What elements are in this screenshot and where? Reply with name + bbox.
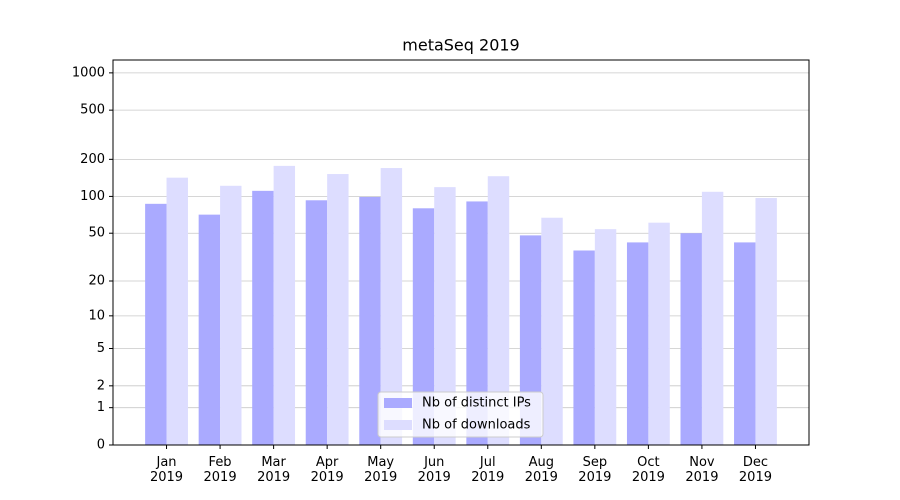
x-tick-label: Nov 2019	[685, 455, 718, 485]
x-tick-label: Jun 2019	[418, 455, 451, 485]
x-tick-label: Aug 2019	[525, 455, 558, 485]
bar	[359, 196, 381, 445]
plot-frame	[112, 59, 810, 446]
y-tick-label: 20	[88, 274, 105, 289]
bar	[648, 222, 670, 445]
legend-swatch	[384, 420, 412, 430]
bar	[166, 177, 188, 445]
x-tick-label: May 2019	[364, 455, 397, 485]
x-tick-label: Oct 2019	[632, 455, 665, 485]
y-tick-label: 1	[97, 400, 105, 415]
bar	[412, 208, 435, 445]
bar	[734, 242, 756, 445]
y-tick-label: 5	[97, 341, 105, 356]
x-tick-label: Sep 2019	[578, 455, 611, 485]
x-tick-label: Apr 2019	[311, 455, 344, 485]
bar	[594, 229, 617, 445]
legend-label: Nb of distinct IPs	[422, 396, 531, 411]
bar	[380, 168, 403, 446]
x-tick-label: Jan 2019	[150, 455, 183, 485]
y-tick-label: 100	[80, 189, 105, 204]
bar	[701, 191, 724, 445]
bar	[252, 190, 274, 445]
bar	[466, 201, 488, 445]
bar	[198, 214, 221, 445]
bar	[327, 174, 349, 445]
bar	[487, 176, 510, 446]
bar	[626, 242, 649, 445]
bar	[573, 250, 595, 445]
y-tick-label: 50	[88, 226, 105, 241]
bar	[541, 217, 563, 445]
y-tick-label: 500	[80, 103, 105, 118]
y-tick-label: 200	[80, 152, 105, 167]
x-tick-label: Mar 2019	[257, 455, 290, 485]
x-tick-label: Dec 2019	[739, 455, 772, 485]
bar	[680, 233, 702, 445]
bar	[434, 187, 456, 445]
bar	[273, 165, 296, 445]
y-tick-label: 1000	[72, 65, 105, 80]
bar	[305, 200, 328, 445]
x-tick-label: Jul 2019	[471, 455, 504, 485]
bar	[220, 185, 242, 446]
legend-label: Nb of downloads	[422, 418, 531, 433]
bar	[755, 198, 777, 445]
legend-box	[377, 391, 544, 438]
y-tick-label: 10	[88, 308, 105, 323]
legend-swatch	[384, 398, 412, 408]
y-tick-label: 2	[97, 378, 105, 393]
chart-title: metaSeq 2019	[402, 36, 519, 55]
x-tick-label: Feb 2019	[204, 455, 237, 485]
y-tick-label: 0	[97, 438, 105, 453]
bar	[145, 203, 167, 445]
